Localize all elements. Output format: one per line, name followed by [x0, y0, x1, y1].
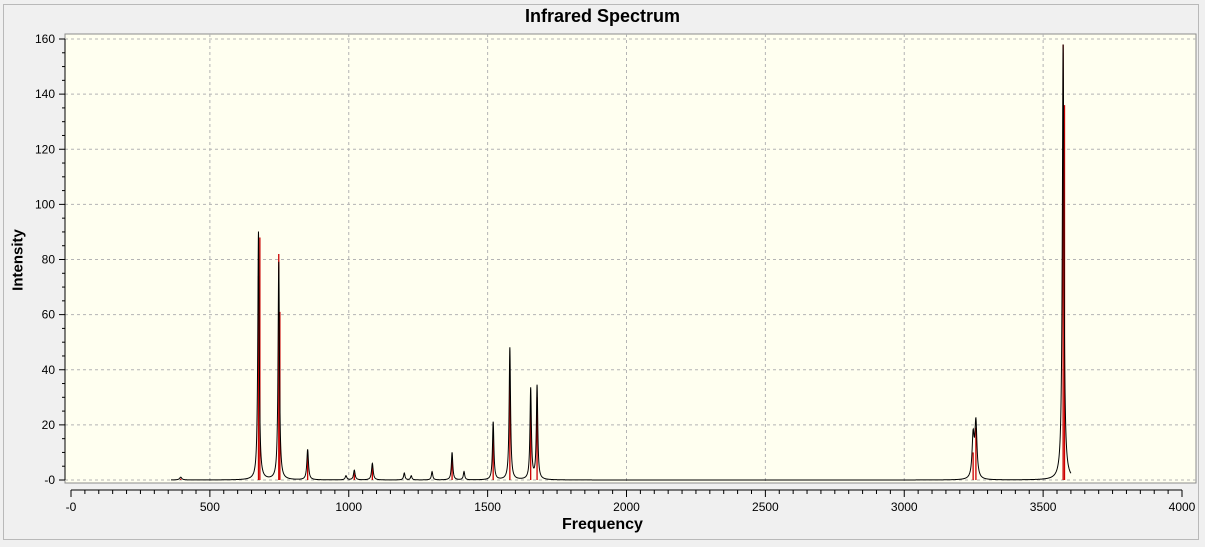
- grid-lines: [65, 34, 1196, 483]
- spectrum-curve: [170, 44, 1072, 481]
- y-tick-label: 80: [42, 253, 56, 267]
- y-tick-label: 60: [42, 308, 56, 322]
- x-tick-label: 3000: [891, 500, 918, 514]
- y-tick-label: 160: [35, 32, 55, 46]
- y-tick-label: 120: [35, 142, 55, 156]
- y-tick-label: 20: [42, 418, 56, 432]
- broadened-spectrum-series: [170, 44, 1072, 481]
- chart-title: Infrared Spectrum: [524, 6, 681, 26]
- x-tick-label: 4000: [1169, 500, 1196, 514]
- x-tick-label: 2500: [752, 500, 779, 514]
- x-tick-label: 3500: [1030, 500, 1057, 514]
- x-tick-label: 1000: [335, 500, 362, 514]
- y-tick-label: 40: [42, 363, 56, 377]
- y-tick-label: 140: [35, 87, 55, 101]
- x-tick-label: 1500: [474, 500, 501, 514]
- x-axis-label: Frequency: [562, 516, 643, 533]
- y-tick-label: 100: [35, 197, 55, 211]
- axes: -0 20 40 60 80 100 120 140 160 -0 500 1000 1500 2000 2…: [35, 32, 1196, 514]
- x-tick-label: -0: [66, 500, 77, 514]
- plot-area: [64, 33, 1197, 484]
- x-tick-label: 500: [200, 500, 220, 514]
- y-tick-label: -0: [44, 473, 55, 487]
- x-tick-label: 2000: [613, 500, 640, 514]
